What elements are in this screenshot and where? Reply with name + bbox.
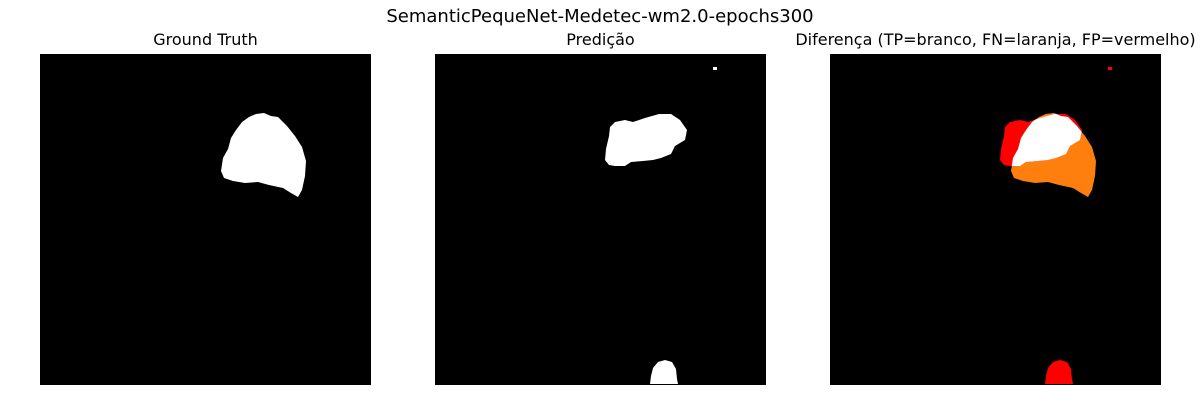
false-positive-bottom-region [1045,360,1073,384]
prediction-wound-region [605,114,687,166]
ground-truth-title: Ground Truth [153,30,258,49]
prediction-title: Predição [566,30,635,49]
difference-title: Diferença (TP=branco, FN=laranja, FP=ver… [795,30,1196,49]
false-positive-speck-region [1108,67,1112,70]
prediction-mask-image [435,54,766,385]
prediction-bottom-region [650,360,678,384]
prediction-speck-region [713,67,717,70]
ground-truth-panel: Ground Truth [40,30,371,385]
mask-background [435,54,766,385]
figure-title: SemanticPequeNet-Medetec-wm2.0-epochs300 [386,6,814,27]
difference-panel: Diferença (TP=branco, FN=laranja, FP=ver… [795,30,1196,385]
ground-truth-wound-region [221,113,306,197]
mask-background [40,54,371,385]
mask-background [830,54,1161,385]
prediction-panel: Predição [435,30,766,385]
difference-mask-image [830,54,1161,385]
ground-truth-mask-image [40,54,371,385]
